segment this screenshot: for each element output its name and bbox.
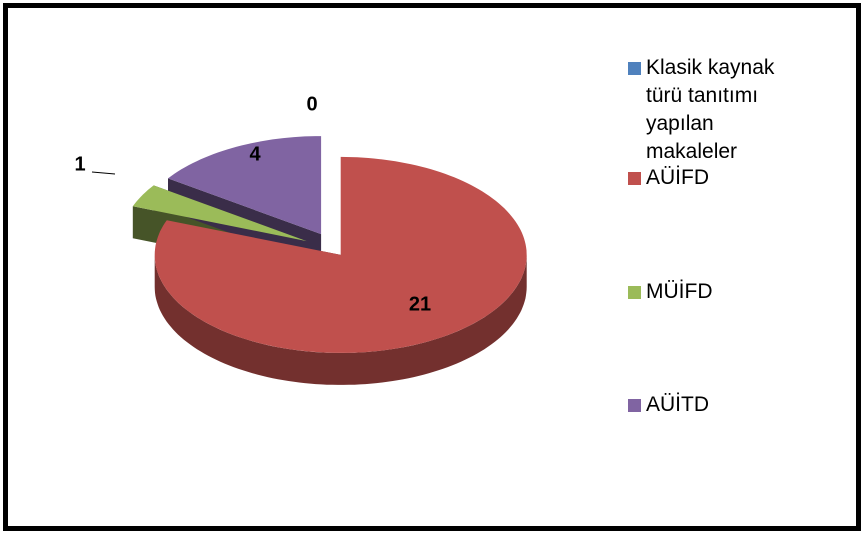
legend-item: MÜİFD — [628, 278, 818, 306]
data-label: 4 — [249, 143, 261, 165]
slice-tops — [132, 136, 527, 353]
legend-label: MÜİFD — [646, 280, 713, 303]
data-label: 21 — [409, 293, 431, 315]
legend-label: AÜİTD — [646, 393, 709, 416]
legend-item: AÜİFD — [628, 164, 818, 192]
slice — [132, 185, 307, 242]
data-label: 1 — [74, 153, 85, 175]
legend-swatch — [628, 399, 641, 412]
legend-swatch — [628, 172, 641, 185]
slice — [154, 156, 527, 353]
data-label: 0 — [306, 93, 317, 115]
legend-label: AÜİFD — [646, 166, 709, 189]
legend-item: Klasik kaynak türü tanıtımı yapılan maka… — [628, 54, 818, 166]
legend-swatch — [628, 62, 641, 75]
leader-line — [91, 171, 116, 175]
legend-item: AÜİTD — [628, 391, 818, 419]
legend-label: Klasik kaynak türü tanıtımı yapılan maka… — [646, 56, 775, 163]
slice-side — [154, 254, 527, 385]
slice — [168, 136, 322, 235]
legend-swatch — [628, 286, 641, 299]
